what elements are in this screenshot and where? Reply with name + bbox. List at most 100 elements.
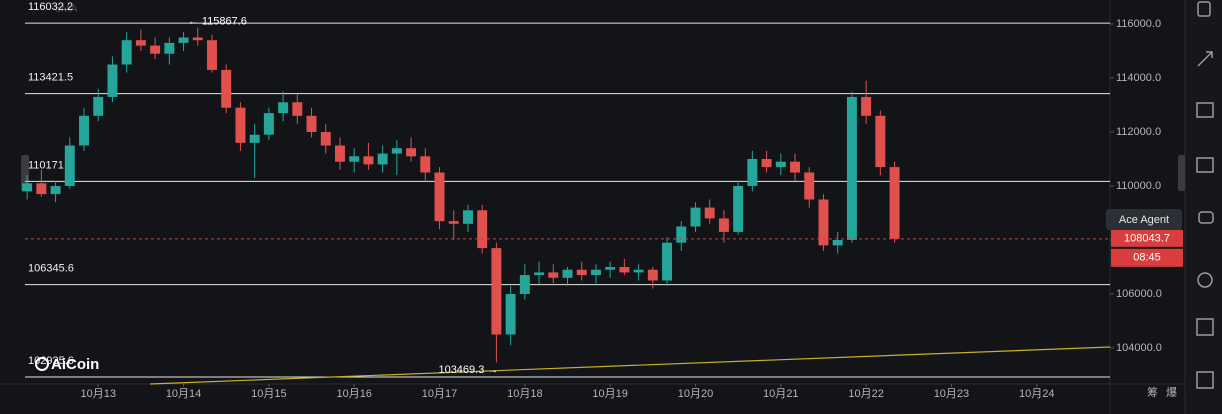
candle [861, 80, 872, 124]
candle-body [790, 161, 800, 173]
icon-button[interactable] [1196, 371, 1214, 389]
candle-body [462, 210, 473, 224]
x-tick-label: 10月16 [336, 388, 371, 400]
candle-body [875, 115, 886, 168]
collapse-handle[interactable] [1178, 155, 1185, 191]
candle [704, 199, 715, 224]
candle-body [747, 159, 758, 187]
x-tick-label: 10月21 [763, 388, 798, 400]
candle [534, 261, 545, 286]
candle-body [278, 102, 289, 114]
candle [647, 267, 658, 289]
candle-body [832, 240, 843, 246]
candle [590, 264, 601, 284]
icon-button[interactable] [1196, 102, 1214, 118]
candle-body [647, 269, 658, 281]
x-tick-label: 10月15 [251, 388, 286, 400]
candle [420, 148, 431, 181]
candle [306, 107, 317, 138]
countdown-box [1111, 248, 1183, 267]
countdown-label: 08:45 [1133, 252, 1161, 264]
x-tick-label: 10月20 [678, 388, 713, 400]
watermark-logo [35, 357, 49, 371]
candle-body [704, 207, 715, 219]
candle [192, 27, 203, 46]
candle [747, 150, 758, 192]
candle [64, 137, 75, 189]
overlay-label: Ace Agent [1119, 214, 1169, 226]
candle [164, 37, 175, 65]
candle-body [775, 161, 786, 168]
candle-body [79, 115, 89, 146]
last-price-label: 108043.7 [1124, 233, 1170, 245]
icon-button[interactable] [1197, 272, 1213, 288]
candle [406, 137, 417, 162]
candle [292, 94, 303, 124]
candle-body [178, 37, 189, 43]
candle [548, 264, 559, 284]
candle-body [320, 132, 331, 146]
candle [818, 194, 829, 251]
candle [676, 221, 687, 251]
candle-body [292, 102, 303, 116]
candle [718, 210, 729, 243]
toolbar-label[interactable]: 爆 [1166, 385, 1177, 399]
candle-body [562, 269, 573, 278]
x-tick-label: 10月18 [507, 388, 542, 400]
candle-body [733, 186, 744, 232]
candle-body [349, 156, 360, 162]
candle-body [889, 167, 900, 239]
candle [150, 37, 161, 60]
candle-body [235, 107, 246, 143]
toolbar-label[interactable]: 筹 [1147, 385, 1158, 399]
candle-body [505, 294, 516, 335]
y-tick-label: 104000.0 [1116, 342, 1162, 354]
icon-button[interactable] [1197, 1, 1211, 17]
price-annotation: 103469.3 → [438, 364, 498, 376]
indicator-label: 5MA [55, 3, 78, 15]
x-tick-label: 10月17 [422, 388, 457, 400]
candle [135, 29, 146, 52]
level-label: 113421.5 [28, 72, 73, 84]
candle [605, 261, 616, 278]
candle-body [619, 267, 630, 273]
candle-body [590, 269, 601, 276]
candle-body [804, 172, 815, 200]
candle-body [676, 226, 687, 243]
candle-body [150, 45, 161, 54]
candle [22, 175, 33, 200]
level-label: 106345.6 [28, 263, 74, 275]
candle [846, 91, 857, 243]
candle-body [861, 96, 872, 116]
candle-body [846, 96, 857, 241]
candle [662, 237, 673, 286]
candle-body [406, 148, 417, 157]
candle [505, 285, 516, 346]
icon-button[interactable] [1196, 157, 1214, 173]
watermark: AiCoin [51, 356, 99, 373]
icon-button[interactable] [1197, 51, 1213, 67]
y-tick-label: 110000.0 [1116, 180, 1161, 192]
candle-body [690, 207, 701, 227]
candle-body [818, 199, 829, 246]
candle [761, 150, 772, 173]
candle-body [534, 272, 545, 276]
candle-body [662, 242, 673, 281]
icon-button[interactable] [1198, 211, 1214, 224]
candle [832, 231, 843, 254]
candle [690, 202, 701, 232]
candle [221, 64, 232, 114]
candle [178, 32, 189, 52]
candle [363, 142, 374, 170]
candle [349, 148, 360, 173]
trendline [150, 346, 1111, 385]
candle [448, 210, 459, 241]
candle-body [121, 40, 132, 65]
icon-button[interactable] [1196, 318, 1214, 336]
candle [121, 32, 132, 73]
candle [235, 102, 246, 151]
candle-body [548, 272, 559, 278]
overlay-tooltip [1106, 209, 1182, 230]
